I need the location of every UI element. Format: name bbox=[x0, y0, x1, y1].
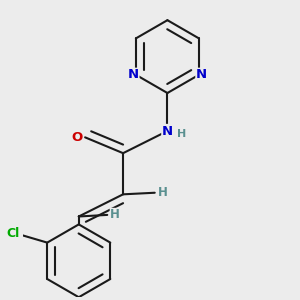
Text: N: N bbox=[162, 124, 173, 137]
Text: O: O bbox=[72, 131, 83, 144]
Text: H: H bbox=[158, 186, 168, 199]
Text: Cl: Cl bbox=[7, 226, 20, 240]
Text: N: N bbox=[196, 68, 207, 81]
Text: H: H bbox=[177, 129, 186, 139]
Text: H: H bbox=[110, 208, 120, 221]
Text: N: N bbox=[128, 68, 139, 81]
